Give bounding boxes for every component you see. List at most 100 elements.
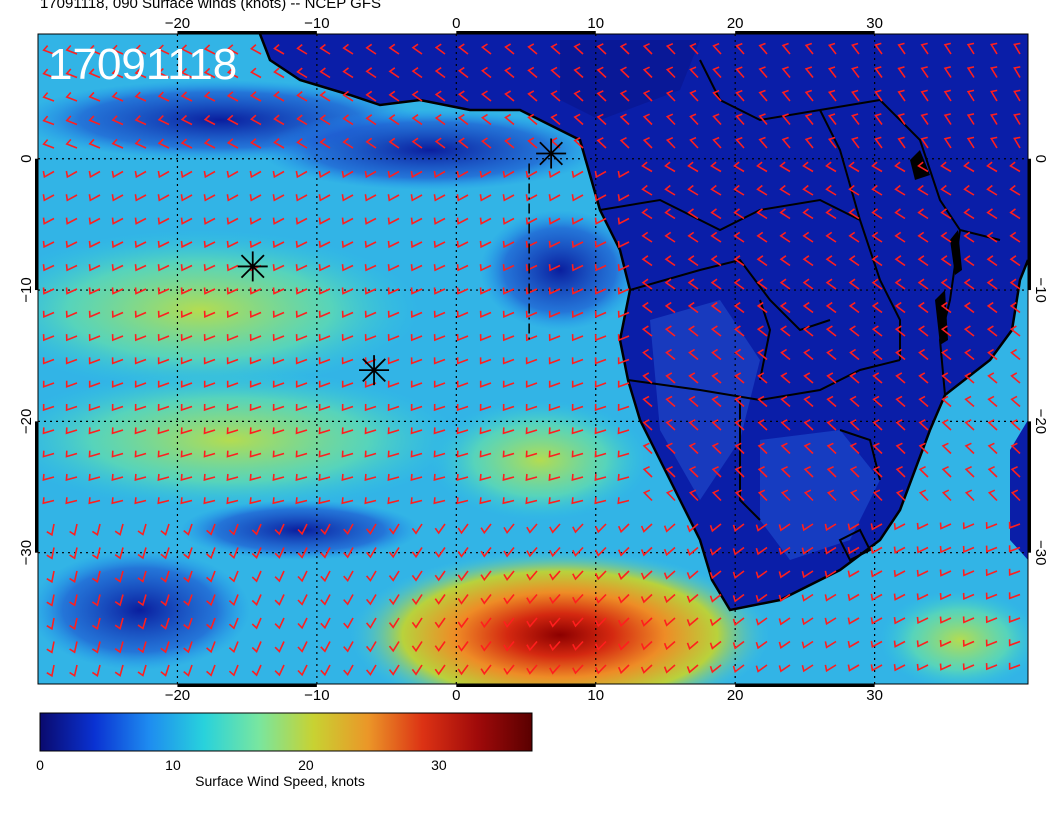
wind-barb (157, 450, 170, 458)
wind-barb (665, 42, 676, 55)
wind-barb (986, 325, 998, 337)
wind-barb (940, 208, 952, 220)
wind-barb (870, 664, 883, 672)
wind-barb (410, 427, 423, 435)
wind-barb (870, 546, 883, 555)
wind-barb (203, 67, 216, 79)
wind-barb (711, 395, 722, 408)
wind-barb (619, 42, 630, 55)
wind-barb (893, 640, 906, 648)
wind-barb (893, 664, 906, 672)
wind-barb (711, 348, 722, 361)
wind-barb (917, 278, 929, 290)
wind-barb (665, 136, 676, 149)
wind-barb (295, 264, 308, 272)
wind-barb (985, 663, 998, 671)
wind-barb (411, 547, 423, 559)
wind-barb (734, 372, 745, 384)
wind-barb (410, 334, 423, 342)
wind-barb (433, 287, 446, 295)
wind-barb (916, 616, 929, 625)
wind-barb (617, 170, 630, 179)
wind-barb (848, 278, 860, 290)
wind-barb (849, 465, 860, 478)
wind-barb (228, 664, 239, 677)
wind-barb (711, 489, 722, 502)
wind-barb (479, 217, 492, 225)
wind-barb (249, 287, 262, 295)
wind-barb (91, 547, 101, 560)
wind-barb (274, 594, 285, 606)
storm-marker[interactable] (536, 138, 567, 169)
wind-barb (295, 473, 308, 481)
wind-barb (274, 664, 285, 677)
wind-barb (802, 231, 814, 243)
wind-barb (203, 357, 216, 365)
wind-barb (341, 217, 354, 225)
wind-barb (917, 161, 929, 173)
wind-barb (364, 497, 377, 505)
wind-barb (893, 593, 906, 601)
wind-barb (687, 278, 699, 290)
wind-barb (550, 43, 561, 55)
wind-barb (272, 403, 285, 412)
wind-barb (46, 664, 55, 678)
wind-barb (642, 89, 653, 102)
wind-barb (433, 403, 446, 412)
wind-barb (388, 594, 400, 606)
wind-barb (756, 184, 768, 196)
wind-barb (46, 523, 55, 537)
wind-barb (206, 617, 216, 630)
colorbar-tick-label: 10 (165, 757, 181, 773)
wind-barb (134, 473, 147, 481)
wind-barb (456, 380, 469, 388)
wind-barb (410, 403, 423, 412)
wind-barb (364, 450, 377, 458)
wind-barb (88, 473, 101, 481)
lat-tick-label-left: −20 (18, 409, 35, 434)
wind-barb (111, 264, 124, 272)
wind-barb (802, 161, 814, 173)
wind-barb (456, 473, 469, 481)
wind-barb (688, 442, 699, 455)
wind-barb (848, 255, 860, 267)
wind-barb (939, 593, 952, 601)
wind-barb (249, 334, 262, 342)
wind-barb (295, 217, 308, 225)
wind-barb (733, 231, 745, 243)
lon-tick-label-top: −10 (304, 15, 329, 32)
wind-barb (665, 419, 676, 431)
wind-barb (388, 90, 400, 102)
wind-barb (549, 593, 561, 605)
wind-barb (69, 547, 78, 560)
wind-barb (272, 217, 285, 225)
wind-barb (228, 617, 239, 630)
lon-tick-label-bottom: −10 (304, 687, 329, 704)
wind-barb (848, 208, 860, 220)
storm-marker[interactable] (359, 355, 390, 386)
wind-barb (457, 66, 469, 79)
wind-barb (871, 208, 883, 220)
wind-barb (525, 403, 538, 412)
wind-barb (804, 113, 814, 126)
wind-barb (548, 334, 561, 342)
wind-barb (65, 310, 78, 318)
wind-barb (710, 278, 722, 290)
storm-marker[interactable] (237, 251, 268, 282)
wind-barb (457, 43, 469, 55)
wind-barb (111, 380, 124, 388)
lat-labels-right: 0 −10 −20 −30 (1032, 155, 1049, 566)
wind-barb (757, 465, 768, 478)
wind-barb (502, 240, 515, 249)
wind-barb (69, 594, 78, 607)
wind-barb (617, 194, 630, 202)
wind-barb (481, 90, 492, 102)
wind-barb (502, 450, 515, 458)
wind-barb (318, 357, 331, 365)
wind-barb (456, 450, 469, 458)
wind-barb (527, 43, 538, 55)
wind-barb (917, 255, 929, 267)
axis-bar-left (35, 421, 38, 553)
wind-barb (411, 617, 423, 629)
